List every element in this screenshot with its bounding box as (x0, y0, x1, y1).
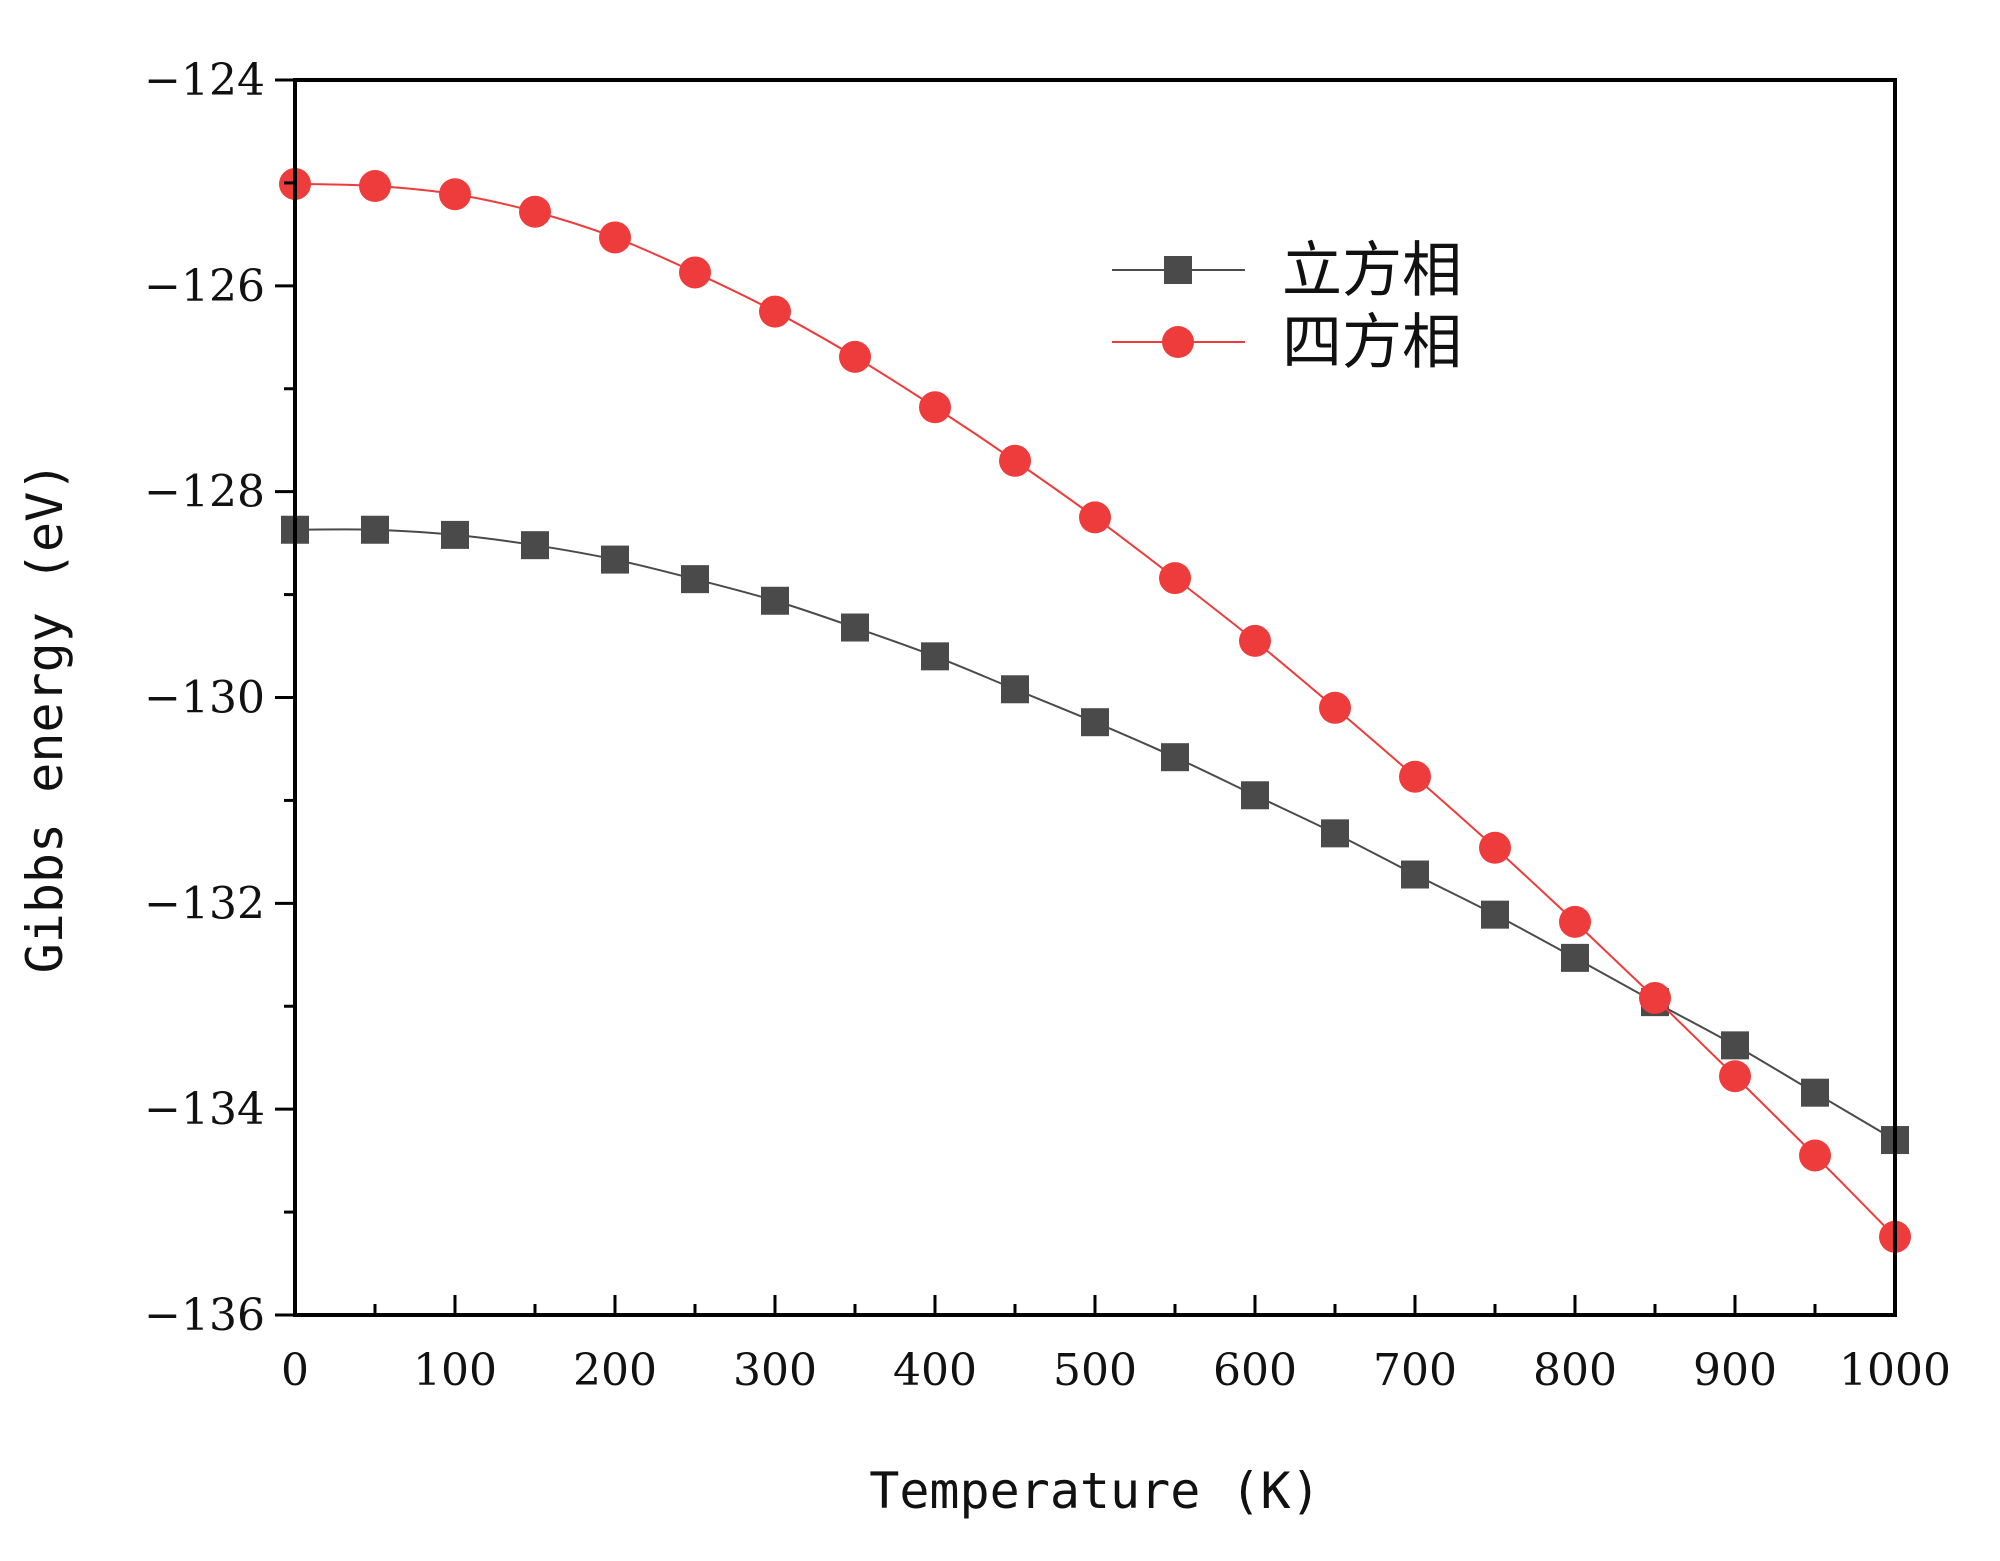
y-axis-title: Gibbs energy (eV) (16, 462, 74, 974)
data-point (839, 340, 871, 373)
x-tick-label: 900 (1693, 1345, 1777, 1396)
data-point (1639, 982, 1671, 1015)
data-point (1161, 743, 1189, 772)
y-tick-label: −130 (144, 673, 265, 724)
data-point (1081, 708, 1109, 737)
y-tick-label: −124 (144, 55, 265, 106)
plot-frame (293, 78, 1897, 1317)
y-axis: −136 −134 −132 −130 −128 −126 −124 (144, 55, 295, 1341)
data-point (1561, 943, 1589, 972)
data-point (1319, 691, 1351, 724)
x-tick-label: 0 (281, 1345, 309, 1396)
data-point (1079, 501, 1111, 534)
data-point (919, 391, 951, 424)
data-point (1479, 831, 1511, 864)
x-tick-label: 500 (1053, 1345, 1137, 1396)
data-point (1799, 1139, 1831, 1172)
data-point (439, 178, 471, 211)
data-point (1801, 1078, 1829, 1107)
data-point (841, 613, 869, 642)
x-axis: 0 100 200 300 400 500 600 700 800 900 1000 (281, 1295, 1951, 1396)
data-point (519, 195, 551, 228)
series-line (294, 528, 1896, 1141)
x-tick-label: 700 (1373, 1345, 1457, 1396)
x-axis-title: Temperature (K) (869, 1462, 1321, 1520)
y-tick-label: −126 (144, 261, 265, 312)
data-point (759, 295, 791, 328)
data-point (441, 520, 469, 549)
series-layer (279, 167, 1911, 1253)
data-point (599, 221, 631, 254)
x-tick-label: 800 (1533, 1345, 1617, 1396)
y-tick-label: −136 (144, 1290, 265, 1341)
legend-item: 立方相 (1112, 236, 1462, 306)
data-point (761, 586, 789, 615)
x-tick-label: 600 (1213, 1345, 1297, 1396)
x-tick-label: 300 (733, 1345, 817, 1396)
x-tick-label: 1000 (1839, 1345, 1951, 1396)
data-point (359, 170, 391, 203)
data-point (679, 256, 711, 289)
data-point (1241, 781, 1269, 810)
data-point (1721, 1031, 1749, 1060)
legend-item: 四方相 (1112, 308, 1462, 378)
y-tick-label: −132 (144, 878, 265, 929)
data-point (1559, 905, 1591, 938)
data-point (521, 531, 549, 560)
data-point (1321, 819, 1349, 848)
data-point (1481, 900, 1509, 929)
series-2 (279, 167, 1911, 1253)
data-point (681, 565, 709, 594)
data-point (921, 642, 949, 671)
data-point (999, 444, 1031, 477)
y-tick-label: −134 (144, 1084, 265, 1135)
legend-marker (1164, 256, 1192, 284)
legend-label: 立方相 (1282, 236, 1462, 306)
data-point (601, 545, 629, 574)
data-point (361, 515, 389, 544)
data-point (1239, 624, 1271, 657)
x-tick-label: 400 (893, 1345, 977, 1396)
legend-marker (1162, 326, 1194, 358)
x-tick-label: 100 (413, 1345, 497, 1396)
x-tick-label: 200 (573, 1345, 657, 1396)
data-point (1159, 562, 1191, 595)
data-point (1719, 1060, 1751, 1093)
data-point (1401, 860, 1429, 889)
legend-label: 四方相 (1282, 308, 1462, 378)
y-tick-label: −128 (144, 467, 265, 518)
data-point (1399, 760, 1431, 793)
data-point (1001, 675, 1029, 704)
series-1 (281, 515, 1909, 1155)
